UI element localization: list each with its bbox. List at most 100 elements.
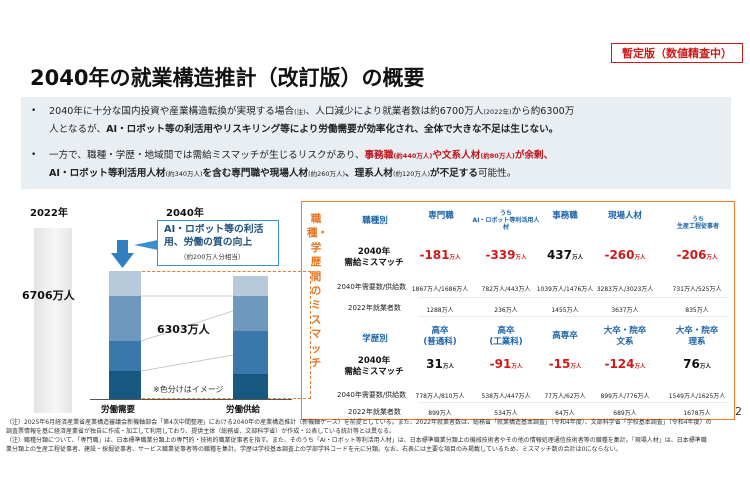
note: (約80万人) — [480, 152, 515, 160]
workers-cell: 689万人 — [613, 410, 637, 417]
col-header-clerical: 事務職 — [552, 211, 578, 221]
header-line: 文系 — [616, 337, 634, 347]
bar-segment — [109, 371, 141, 399]
header-line: (工業科) — [489, 337, 523, 347]
bar-segment — [109, 296, 141, 341]
down-arrow-icon — [111, 240, 134, 268]
bar-segment — [233, 296, 268, 331]
mismatch-value: 76万人 — [657, 357, 737, 371]
workers-cell: 236万人 — [494, 307, 518, 314]
mismatch-number: -15 — [548, 357, 571, 371]
mismatch-value: -260万人 — [585, 248, 665, 262]
demand-supply-cell: 538万人/447万人 — [481, 393, 531, 400]
demand-supply-cell: 1549万人/1625万人 — [668, 393, 726, 400]
bullet-1-line-1: • 2040年に十分な国内投資や産業構造転換が実現する場合(注)、人口減少により… — [31, 103, 574, 121]
bold-text: AI・ロボット等の利活用やリスキリング等により労働需要が効率化され、全体で大きな… — [106, 124, 559, 135]
education-col-header: 大卒・院卒 文系 — [585, 326, 665, 348]
col-sub: AI・ロボット等利活用人材 — [472, 217, 540, 231]
mismatch-number: -181 — [419, 248, 450, 262]
mismatch-unit: 万人 — [699, 364, 711, 370]
text: 可能性。 — [477, 168, 517, 179]
mismatch-unit: 万人 — [572, 255, 584, 261]
page-number: 2 — [735, 405, 742, 418]
value-2022: 6706万人 — [22, 289, 75, 302]
demand-supply-cell: 1867万人/1686万人 — [411, 286, 469, 293]
efficiency-callout: AI・ロボット等の利活 用、労働の質の向上 （約200万人分相当） — [157, 220, 279, 266]
year-2040-label: 2040年 — [166, 208, 204, 219]
mismatch-value: -181万人 — [400, 248, 480, 262]
bar-segment — [109, 271, 141, 296]
education-col-header: 大卒・院卒 理系 — [657, 326, 737, 348]
highlight: 事務職 — [364, 150, 394, 161]
bold-text: AI・ロボット等利活用人材 — [49, 168, 166, 179]
mismatch-unit: 万人 — [570, 364, 582, 370]
x-label-demand: 労働需要 — [101, 405, 136, 415]
header-line: 大卒・院卒 — [675, 326, 719, 336]
demand-supply-cell: 77万人/62万人 — [544, 393, 586, 400]
divider — [418, 402, 728, 403]
bullet-dot: • — [31, 150, 37, 160]
note: (約440万人) — [393, 152, 433, 160]
mismatch-value: -15万人 — [525, 357, 605, 371]
callout-line-2: 用、労働の質の向上 — [164, 236, 253, 248]
bold-text: を含む専門職や現場人材 — [202, 168, 309, 179]
value-2040: 6303万人 — [157, 323, 210, 336]
row-label-mismatch: 2040年 需給ミスマッチ — [339, 247, 409, 269]
demand-supply-cell: 899万人/776万人 — [600, 393, 650, 400]
mismatch-value: 31万人 — [400, 357, 480, 371]
note: (約340万人) — [165, 170, 203, 178]
mismatch-number: -124 — [604, 357, 635, 371]
highlight: や文系人材 — [432, 150, 481, 161]
footnote-line: （注）2025年6月経済産業省産業構造審議会新機軸部会「第4次中間整理」における… — [6, 419, 712, 426]
section-label-education: 学歴別 — [362, 334, 388, 344]
divider — [418, 316, 728, 317]
callout-pointer — [134, 240, 158, 250]
bar-2022 — [34, 228, 72, 413]
mismatch-unit: 万人 — [511, 364, 523, 370]
text: から約6300万 — [511, 106, 575, 117]
header-line: 理系 — [688, 337, 706, 347]
header-line: (普通科) — [423, 337, 457, 347]
footnote-line: 業分類上の生産工程従事者、建設・採掘従事者、サービス職業従事者等の職種を集計。学… — [6, 446, 622, 453]
mismatch-unit: 万人 — [449, 255, 461, 261]
mismatch-value: -124万人 — [585, 357, 665, 371]
mismatch-value: -339万人 — [466, 248, 546, 262]
col-sub: 生産工程従事者 — [676, 223, 719, 230]
col-header-ai-talent: うち AI・ロボット等利活用人材 — [472, 210, 540, 231]
color-note: ※色分けはイメージ — [153, 385, 224, 394]
mismatch-number: -206 — [676, 248, 707, 262]
highlight: が余剰、 — [514, 150, 554, 161]
bullet-2-line-1: • 一方で、職種・学歴・地域間では需給ミスマッチが生じるリスクがあり、事務職(約… — [31, 147, 553, 165]
education-col-header: 高卒 (普通科) — [400, 326, 480, 348]
bar-segment — [233, 276, 268, 296]
header-line: 大卒・院卒 — [603, 326, 647, 336]
text: 人となるが、 — [49, 124, 107, 135]
bar-segment — [109, 341, 141, 371]
callout-line-1: AI・ロボット等の利活 — [164, 224, 264, 235]
mismatch-vertical-title: 職種・学歴間のミスマッチ — [307, 213, 328, 370]
workers-cell: 1288万人 — [426, 307, 454, 314]
mismatch-panel — [301, 201, 735, 420]
workers-cell: 64万人 — [555, 410, 575, 417]
col-sub-top: うち — [499, 210, 512, 217]
note: (2022年) — [483, 108, 512, 116]
bullet-1-line-2: 人となるが、AI・ロボット等の利活用やリスキリング等により労働需要が効率化され、… — [49, 121, 558, 138]
mismatch-value: -91万人 — [466, 357, 546, 371]
note: (注) — [294, 108, 306, 116]
bar-segment — [233, 374, 268, 399]
demand-supply-cell: 731万人/525万人 — [672, 286, 722, 293]
label-line: 需給ミスマッチ — [344, 258, 404, 268]
demand-supply-cell: 1039万人/1476万人 — [536, 286, 594, 293]
draft-badge: 暫定版（数値精査中） — [611, 43, 743, 63]
bullet-2-line-2: AI・ロボット等利活用人材(約340万人)を含む専門職や現場人材(約260万人)… — [49, 165, 516, 183]
mismatch-unit: 万人 — [634, 364, 646, 370]
footnotes: （注）2025年6月経済産業省産業構造審議会新機軸部会「第4次中間整理」における… — [6, 418, 741, 454]
mismatch-unit: 万人 — [442, 364, 454, 370]
education-col-header: 高専卒 — [525, 331, 605, 342]
mismatch-number: -260 — [604, 248, 635, 262]
footnote-line: （注）職種分類について、「専門職」は、日本標準職業分類上の専門的・技術的職業従事… — [6, 437, 707, 444]
row-label-workers: 2022年就業者数 — [348, 304, 401, 312]
text: 、人口減少により就業者数は約6700万人 — [305, 106, 484, 117]
col-header-field: 現場人材 — [607, 211, 642, 221]
